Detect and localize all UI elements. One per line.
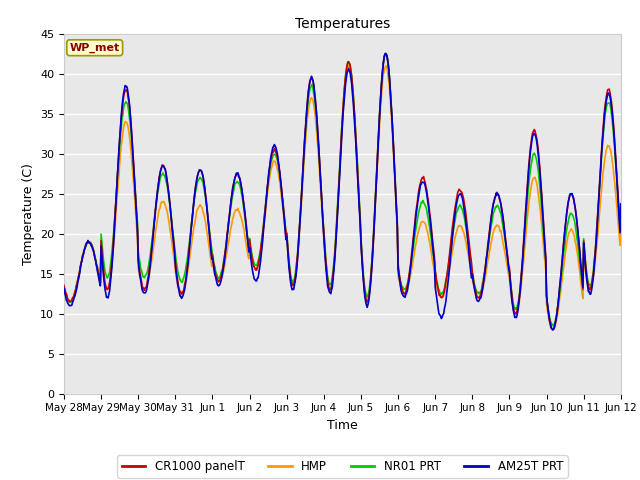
Y-axis label: Temperature (C): Temperature (C) xyxy=(22,163,35,264)
Text: WP_met: WP_met xyxy=(70,43,120,53)
Title: Temperatures: Temperatures xyxy=(295,17,390,31)
X-axis label: Time: Time xyxy=(327,419,358,432)
Legend: CR1000 panelT, HMP, NR01 PRT, AM25T PRT: CR1000 panelT, HMP, NR01 PRT, AM25T PRT xyxy=(117,455,568,478)
